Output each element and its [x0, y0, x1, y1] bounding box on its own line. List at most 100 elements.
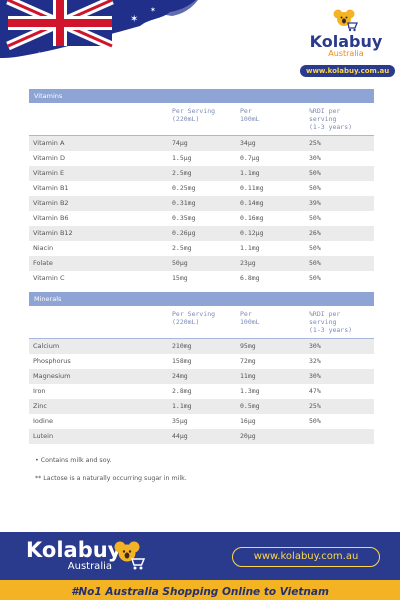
rdi-value: 25%: [309, 139, 321, 147]
per-100ml-value: 0.12µg: [240, 229, 264, 237]
brand-url-pill[interactable]: www.kolabuy.com.au: [300, 65, 396, 77]
rdi-value: 50%: [309, 184, 321, 192]
nutrient-name: Vitamin A: [33, 139, 65, 147]
per-serving-value: 15mg: [172, 274, 188, 282]
per-100ml-value: 0.7µg: [240, 154, 260, 162]
table-row: Lutein 44µg 20µg: [29, 429, 374, 444]
per-100ml-value: 95mg: [240, 342, 256, 350]
per-serving-value: 2.8mg: [172, 387, 192, 395]
vitamins-rows: Vitamin A 74µg 34µg 25% Vitamin D 1.5µg 0.7µg…: [29, 136, 374, 286]
nutrient-name: Folate: [33, 259, 53, 267]
rdi-value: 30%: [309, 342, 321, 350]
table-row: Iodine 35µg 16µg 50%: [29, 414, 374, 429]
rdi-value: 50%: [309, 259, 321, 267]
table-row: Calcium 210mg 95mg 30%: [29, 339, 374, 354]
per-serving-value: 24mg: [172, 372, 188, 380]
rdi-value: 50%: [309, 169, 321, 177]
per-serving-value: 74µg: [172, 139, 188, 147]
rdi-value: 39%: [309, 199, 321, 207]
footer-banner: Kolabuy Australia www.kolabuy.com.au: [0, 532, 400, 580]
tagline-banner: #No1 Australia Shopping Online to Vietna…: [0, 580, 400, 600]
table-row: Vitamin D 1.5µg 0.7µg 30%: [29, 151, 374, 166]
rdi-value: 32%: [309, 357, 321, 365]
per-serving-value: 1.5µg: [172, 154, 192, 162]
per-serving-header: Per Serving (220mL): [172, 310, 216, 326]
table-row: Vitamin A 74µg 34µg 25%: [29, 136, 374, 151]
nutrient-name: Iron: [33, 387, 46, 395]
vitamins-header: Vitamins: [29, 89, 374, 103]
vitamins-table: Vitamins Per Serving (220mL) Per 100mL %…: [29, 89, 374, 286]
rdi-value: 50%: [309, 417, 321, 425]
table-row: Phosphorus 158mg 72mg 32%: [29, 354, 374, 369]
per-serving-value: 0.26µg: [172, 229, 196, 237]
per-serving-value: 35µg: [172, 417, 188, 425]
nutrient-name: Vitamin B2: [33, 199, 69, 207]
table-row: Zinc 1.1mg 0.5mg 25%: [29, 399, 374, 414]
per-serving-value: 50µg: [172, 259, 188, 267]
per-100ml-value: 11mg: [240, 372, 256, 380]
nutrient-name: Iodine: [33, 417, 53, 425]
per-100ml-value: 1.1mg: [240, 244, 260, 252]
nutrient-name: Vitamin D: [33, 154, 65, 162]
rdi-header: %RDI per serving (1-3 years): [309, 310, 353, 334]
nutrient-name: Calcium: [33, 342, 60, 350]
koala-cart-icon: [333, 8, 359, 32]
rdi-value: 25%: [309, 402, 321, 410]
vitamins-column-headers: Per Serving (220mL) Per 100mL %RDI per s…: [29, 103, 374, 136]
table-row: Iron 2.8mg 1.3mg 47%: [29, 384, 374, 399]
svg-text:✶: ✶: [150, 6, 156, 14]
table-row: Niacin 2.5mg 1.1mg 50%: [29, 241, 374, 256]
per-100ml-value: 72mg: [240, 357, 256, 365]
table-row: Vitamin B1 0.25mg 0.11mg 50%: [29, 181, 374, 196]
per-serving-value: 210mg: [172, 342, 192, 350]
per-100ml-value: 0.11mg: [240, 184, 264, 192]
minerals-rows: Calcium 210mg 95mg 30% Phosphorus 158mg 72mg 3…: [29, 339, 374, 444]
nutrient-name: Magnesium: [33, 372, 71, 380]
koala-cart-icon: [114, 540, 146, 570]
nutrient-name: Vitamin C: [33, 274, 65, 282]
per-serving-value: 44µg: [172, 432, 188, 440]
per-100ml-value: 16µg: [240, 417, 256, 425]
table-row: Folate 50µg 23µg 50%: [29, 256, 374, 271]
table-row: Vitamin B6 0.35mg 0.16mg 50%: [29, 211, 374, 226]
rdi-value: 47%: [309, 387, 321, 395]
per-100ml-value: 0.16mg: [240, 214, 264, 222]
rdi-value: 30%: [309, 154, 321, 162]
australian-flag-graphic: ✶ ✶ ✶: [0, 0, 200, 63]
per-100ml-value: 23µg: [240, 259, 256, 267]
per-100ml-value: 6.8mg: [240, 274, 260, 282]
rdi-header: %RDI per serving (1-3 years): [309, 107, 353, 131]
brand-logo-top[interactable]: Kolabuy Australia www.kolabuy.com.au: [300, 8, 396, 77]
per-serving-header: Per Serving (220mL): [172, 107, 216, 123]
table-row: Vitamin C 15mg 6.8mg 50%: [29, 271, 374, 286]
minerals-table: Minerals Per Serving (220mL) Per 100mL %…: [29, 292, 374, 444]
table-row: Vitamin E 2.5mg 1.1mg 50%: [29, 166, 374, 181]
per-100ml-value: 1.3mg: [240, 387, 260, 395]
nutrient-name: Niacin: [33, 244, 54, 252]
per-100ml-header: Per 100mL: [240, 107, 260, 123]
nutrient-name: Zinc: [33, 402, 47, 410]
rdi-value: 50%: [309, 214, 321, 222]
nutrient-name: Lutein: [33, 432, 54, 440]
per-serving-value: 158mg: [172, 357, 192, 365]
footer-logo[interactable]: Kolabuy Australia: [26, 538, 122, 572]
allergen-note: • Contains milk and soy.: [35, 457, 112, 464]
rdi-value: 50%: [309, 244, 321, 252]
per-100ml-value: 20µg: [240, 432, 256, 440]
brand-name: Kolabuy: [309, 32, 383, 51]
lactose-note: ** Lactose is a naturally occurring suga…: [35, 475, 187, 482]
per-serving-value: 0.25mg: [172, 184, 196, 192]
table-row: Vitamin B2 0.31mg 0.14mg 39%: [29, 196, 374, 211]
table-row: Vitamin B12 0.26µg 0.12µg 26%: [29, 226, 374, 241]
rdi-value: 30%: [309, 372, 321, 380]
per-serving-value: 0.35mg: [172, 214, 196, 222]
per-serving-value: 2.5mg: [172, 169, 192, 177]
brand-subtitle: Australia: [328, 49, 364, 58]
per-100ml-value: 0.5mg: [240, 402, 260, 410]
per-100ml-value: 1.1mg: [240, 169, 260, 177]
svg-text:✶: ✶: [130, 14, 138, 25]
footer-url-button[interactable]: www.kolabuy.com.au: [232, 547, 380, 567]
svg-text:✶: ✶: [34, 49, 44, 62]
nutrient-name: Vitamin B12: [33, 229, 73, 237]
footer-logo-name: Kolabuy: [26, 538, 122, 562]
